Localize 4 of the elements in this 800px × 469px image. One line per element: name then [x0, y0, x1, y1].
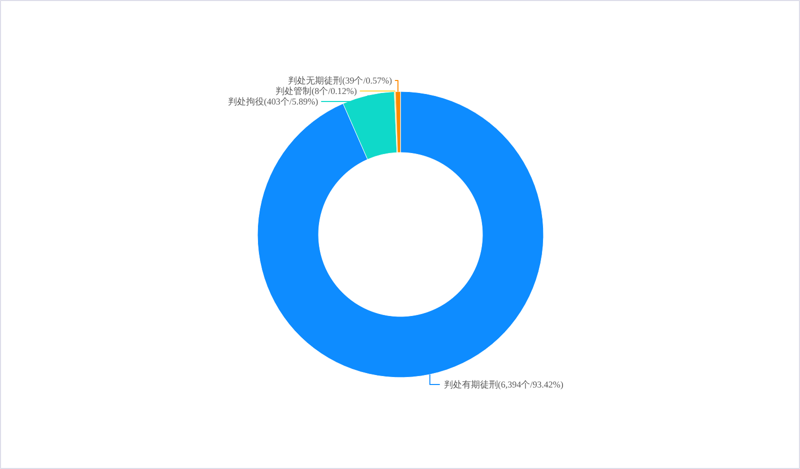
- slice-label: 判处管制(8个/0.12%): [276, 86, 357, 96]
- slice-label: 判处无期徒刑(39个/0.57%): [288, 76, 392, 86]
- slice-label: 判处有期徒刑(6,394个/93.42%): [444, 379, 564, 390]
- slice-label: 判处拘役(403个/5.89%): [228, 96, 318, 106]
